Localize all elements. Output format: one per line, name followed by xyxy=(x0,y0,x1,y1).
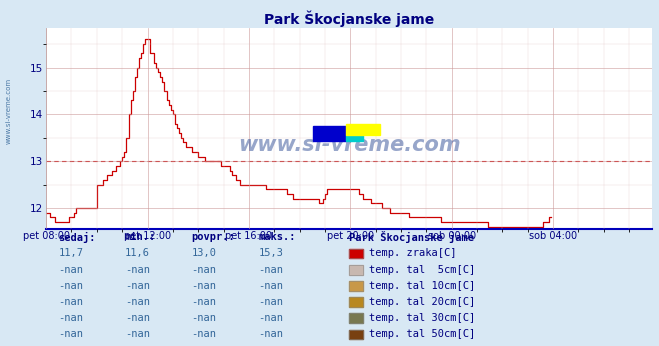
Text: -nan: -nan xyxy=(258,297,283,307)
Text: -nan: -nan xyxy=(125,313,150,323)
Text: temp. tal 30cm[C]: temp. tal 30cm[C] xyxy=(368,313,475,323)
Text: temp. zraka[C]: temp. zraka[C] xyxy=(368,248,456,258)
Text: -nan: -nan xyxy=(58,281,83,291)
Bar xyxy=(349,281,362,291)
Bar xyxy=(349,297,362,307)
Bar xyxy=(349,265,362,274)
Text: -nan: -nan xyxy=(125,297,150,307)
Text: temp. tal 50cm[C]: temp. tal 50cm[C] xyxy=(368,329,475,339)
Bar xyxy=(349,281,362,291)
Text: temp. tal  5cm[C]: temp. tal 5cm[C] xyxy=(368,265,475,275)
Text: temp. tal 10cm[C]: temp. tal 10cm[C] xyxy=(368,281,475,291)
Text: Park Škocjanske jame: Park Škocjanske jame xyxy=(349,231,474,243)
Text: -nan: -nan xyxy=(258,329,283,339)
Text: -nan: -nan xyxy=(58,297,83,307)
Bar xyxy=(349,313,362,323)
Text: -nan: -nan xyxy=(192,329,217,339)
Bar xyxy=(346,124,380,135)
Text: -nan: -nan xyxy=(125,265,150,275)
Bar xyxy=(313,126,346,141)
Text: 11,7: 11,7 xyxy=(58,248,83,258)
Text: 15,3: 15,3 xyxy=(258,248,283,258)
Bar xyxy=(349,265,362,274)
Bar xyxy=(349,313,362,323)
Text: -nan: -nan xyxy=(192,265,217,275)
Text: povpr.:: povpr.: xyxy=(192,232,235,242)
Bar xyxy=(349,249,362,258)
Bar xyxy=(349,297,362,307)
Title: Park Škocjanske jame: Park Škocjanske jame xyxy=(264,10,434,27)
Text: 13,0: 13,0 xyxy=(192,248,217,258)
Text: min.:: min.: xyxy=(125,232,156,242)
Text: maks.:: maks.: xyxy=(258,232,296,242)
Text: -nan: -nan xyxy=(58,329,83,339)
Text: 11,6: 11,6 xyxy=(125,248,150,258)
Text: -nan: -nan xyxy=(125,329,150,339)
Bar xyxy=(349,249,362,258)
Bar xyxy=(346,135,363,141)
Text: -nan: -nan xyxy=(192,297,217,307)
Text: www.si-vreme.com: www.si-vreme.com xyxy=(5,78,12,144)
Text: -nan: -nan xyxy=(58,313,83,323)
Text: sedaj:: sedaj: xyxy=(58,232,96,243)
Text: -nan: -nan xyxy=(258,281,283,291)
Text: -nan: -nan xyxy=(258,313,283,323)
Bar xyxy=(349,330,362,339)
Text: -nan: -nan xyxy=(258,265,283,275)
Text: -nan: -nan xyxy=(58,265,83,275)
Bar xyxy=(349,330,362,339)
Text: -nan: -nan xyxy=(192,281,217,291)
Text: temp. tal 20cm[C]: temp. tal 20cm[C] xyxy=(368,297,475,307)
Text: -nan: -nan xyxy=(125,281,150,291)
Text: -nan: -nan xyxy=(192,313,217,323)
Text: www.si-vreme.com: www.si-vreme.com xyxy=(238,135,461,155)
